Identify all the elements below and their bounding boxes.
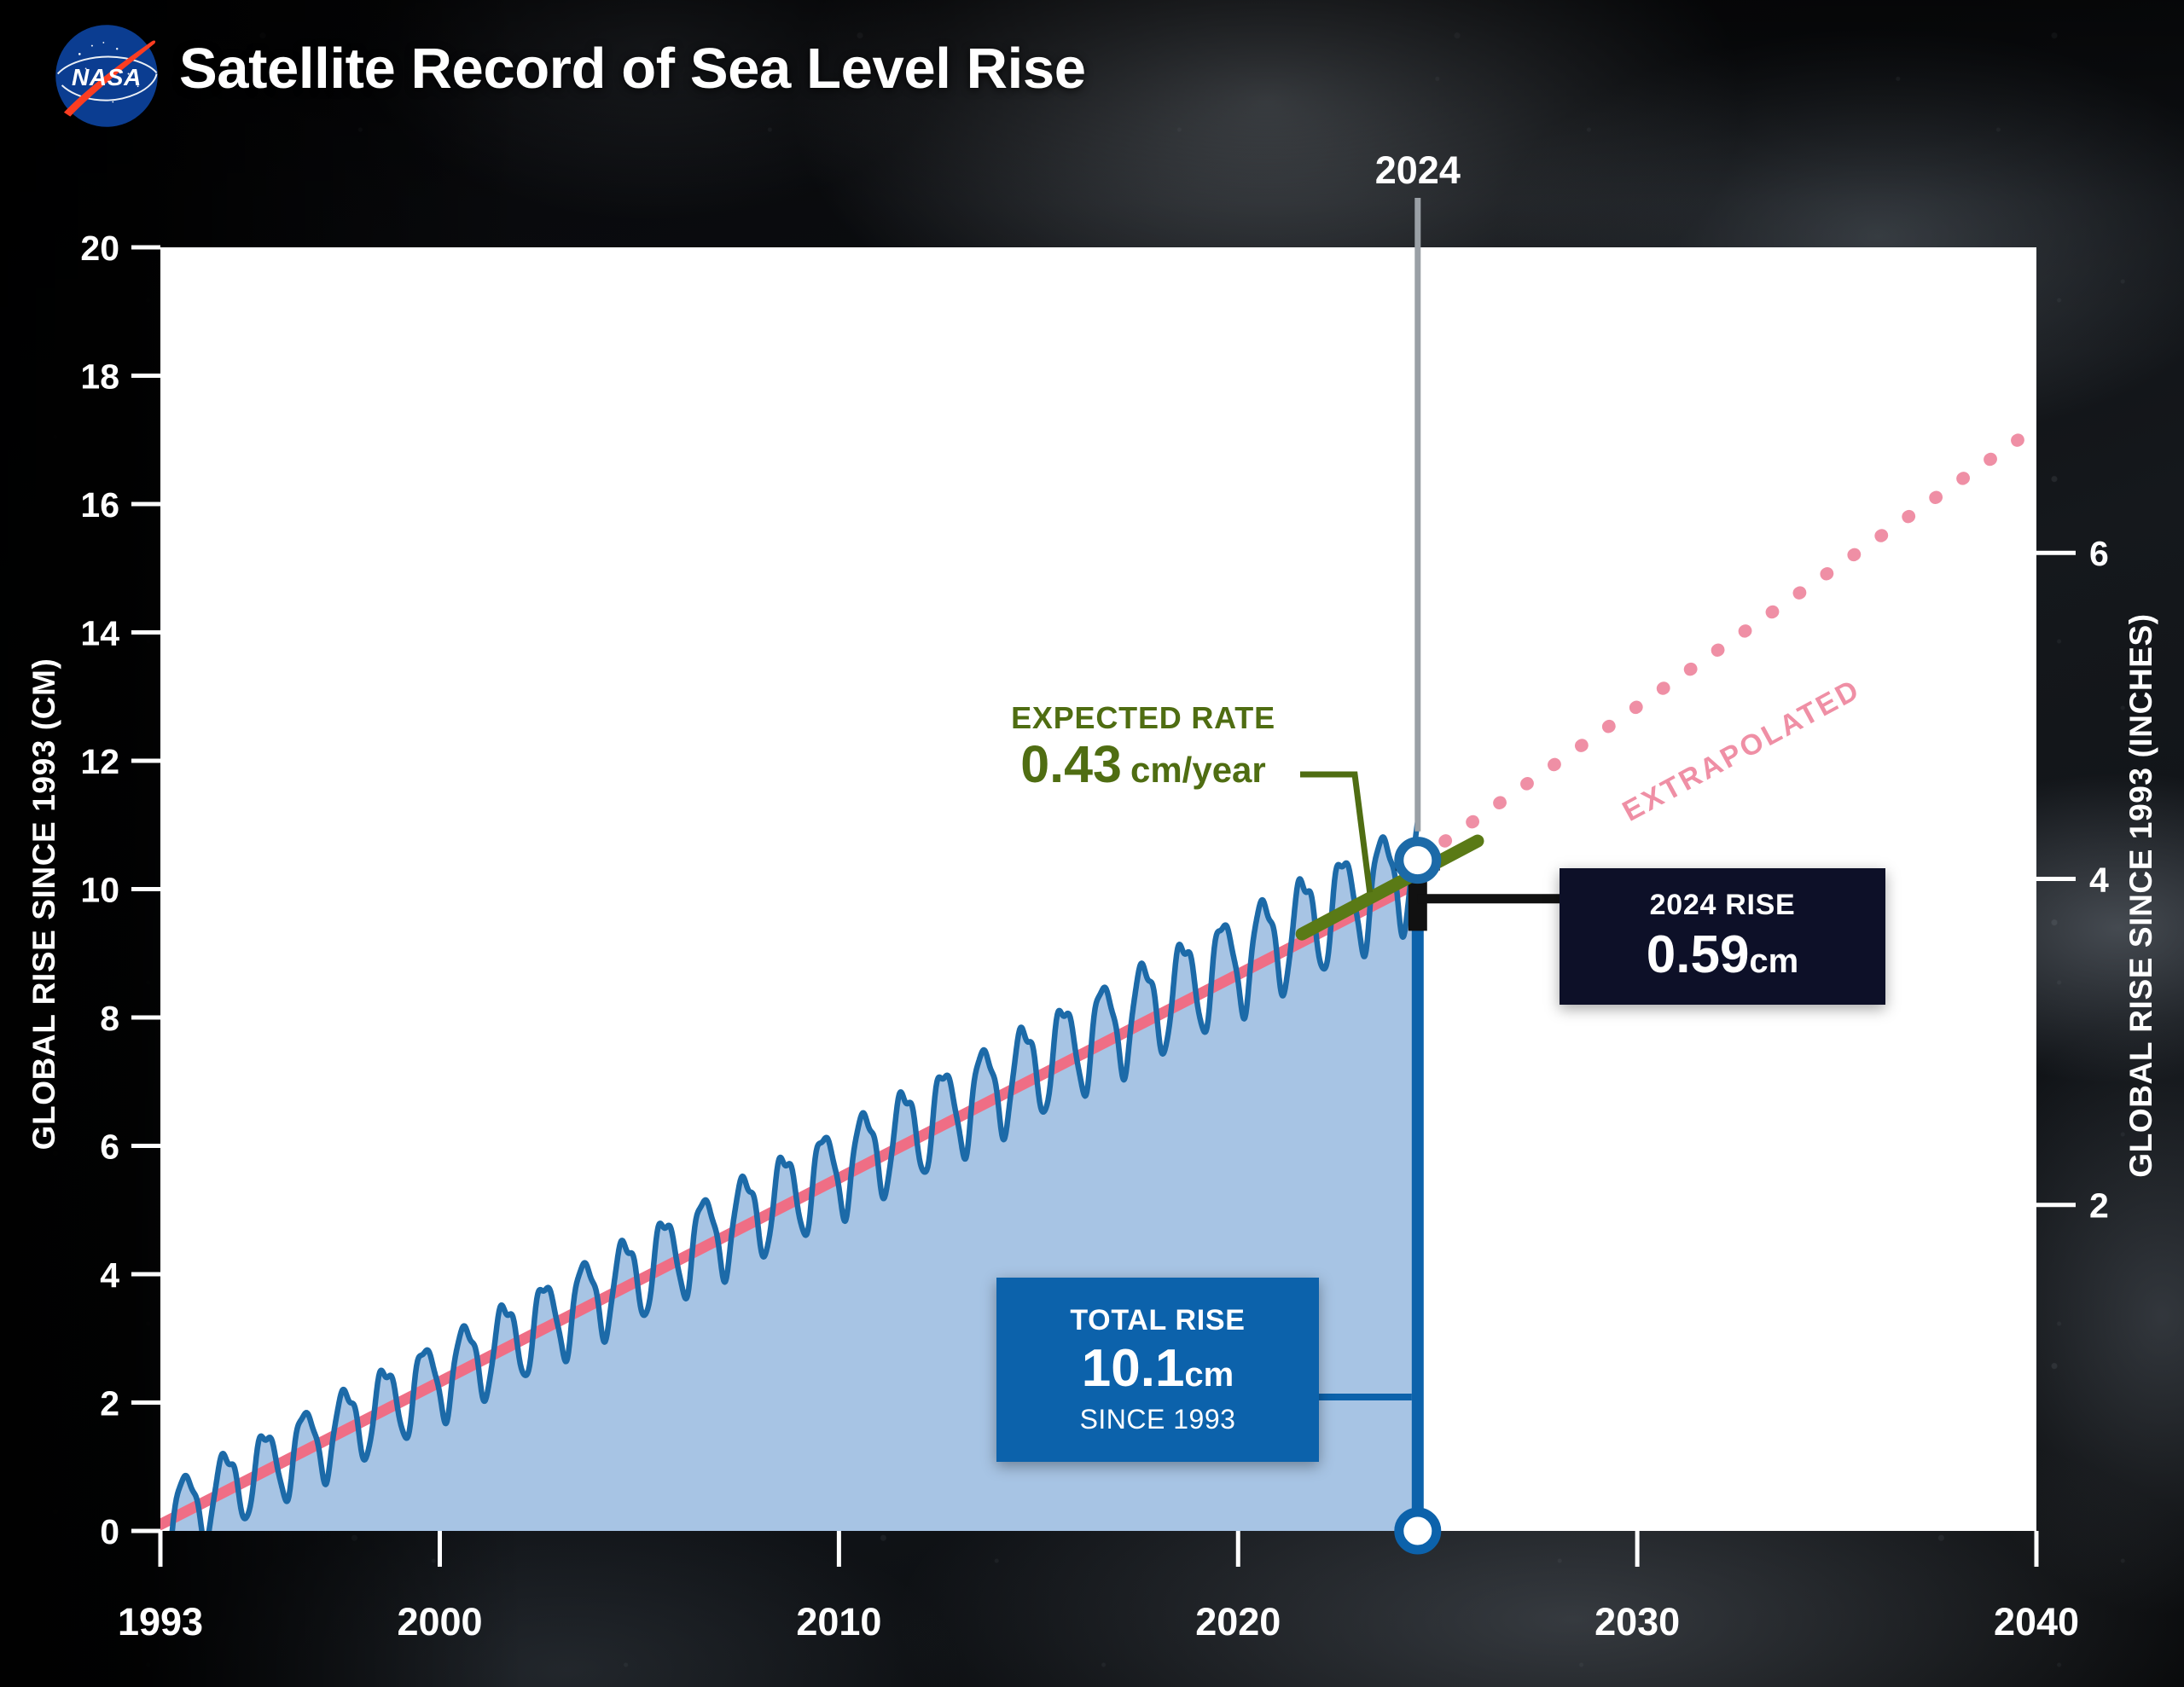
y-axis-right-ticks: 2 4 6 (2036, 534, 2109, 1226)
rise-2024-value: 0.59 (1646, 925, 1750, 985)
x-axis-ticks: 1993 2000 2010 2020 2030 2040 (118, 1531, 2079, 1644)
sea-level-observed-line (169, 819, 1421, 1531)
expected-rate-unit: cm/year (1130, 750, 1266, 791)
expected-rate-title: EXPECTED RATE (1011, 700, 1275, 735)
y-axis-left-title: GLOBAL RISE SINCE 1993 (CM) (26, 658, 61, 1151)
rise-marker-base (1394, 1507, 1442, 1555)
expected-rate-annotation: EXPECTED RATE 0.43 cm/year (985, 700, 1301, 794)
total-rise-box: TOTAL RISE 10.1cm SINCE 1993 (996, 1278, 1319, 1462)
y-tick-label-left: 12 (80, 742, 119, 781)
svg-text:NASA: NASA (72, 64, 142, 90)
x-tick-label: 2000 (397, 1600, 482, 1644)
rise-2024-box: 2024 RISE 0.59cm (1560, 868, 1885, 1005)
total-rise-value: 10.1 (1081, 1339, 1185, 1399)
x-tick-label: 2040 (1994, 1600, 2079, 1644)
y-axis-left-ticks: 0 2 4 6 8 10 12 14 16 18 20 (80, 229, 160, 1551)
y-tick-label-left: 10 (80, 871, 119, 910)
y-tick-label-left: 6 (100, 1128, 119, 1167)
y-axis-right-title: GLOBAL RISE SINCE 1993 (INCHES) (2123, 613, 2158, 1177)
rise-2024-title: 2024 RISE (1649, 889, 1796, 922)
expected-rate-line (1295, 834, 1484, 941)
x-tick-label: 2010 (796, 1600, 881, 1644)
y-tick-label-left: 18 (80, 357, 119, 397)
expected-rate-leader-line (1300, 771, 1374, 893)
y-tick-label-left: 14 (80, 614, 119, 653)
page-title: Satellite Record of Sea Level Rise (179, 37, 1086, 101)
x-tick-label: 1993 (118, 1600, 203, 1644)
year-2024-label: 2024 (1375, 148, 1461, 192)
rise-2024-unit: cm (1749, 942, 1799, 981)
y-tick-label-right: 4 (2089, 860, 2109, 899)
y-tick-label-left: 8 (100, 999, 119, 1038)
y-tick-label-right: 2 (2089, 1186, 2109, 1226)
x-tick-label: 2020 (1195, 1600, 1281, 1644)
x-tick-label: 2030 (1594, 1600, 1680, 1644)
total-rise-title: TOTAL RISE (1070, 1304, 1246, 1337)
y-tick-label-left: 2 (100, 1384, 119, 1423)
nasa-meatball-logo: NASA (55, 25, 158, 127)
y-tick-label-left: 0 (100, 1512, 119, 1551)
total-rise-unit: cm (1184, 1356, 1234, 1394)
y-tick-label-left: 16 (80, 485, 119, 525)
rise-marker-top (1394, 837, 1442, 884)
y-tick-label-left: 4 (100, 1255, 119, 1295)
extrapolated-line (1411, 420, 2036, 867)
y-tick-label-left: 20 (80, 229, 119, 268)
y-tick-label-right: 6 (2089, 534, 2109, 573)
expected-rate-value: 0.43 (1020, 735, 1122, 794)
total-rise-subtitle: SINCE 1993 (1079, 1403, 1236, 1435)
